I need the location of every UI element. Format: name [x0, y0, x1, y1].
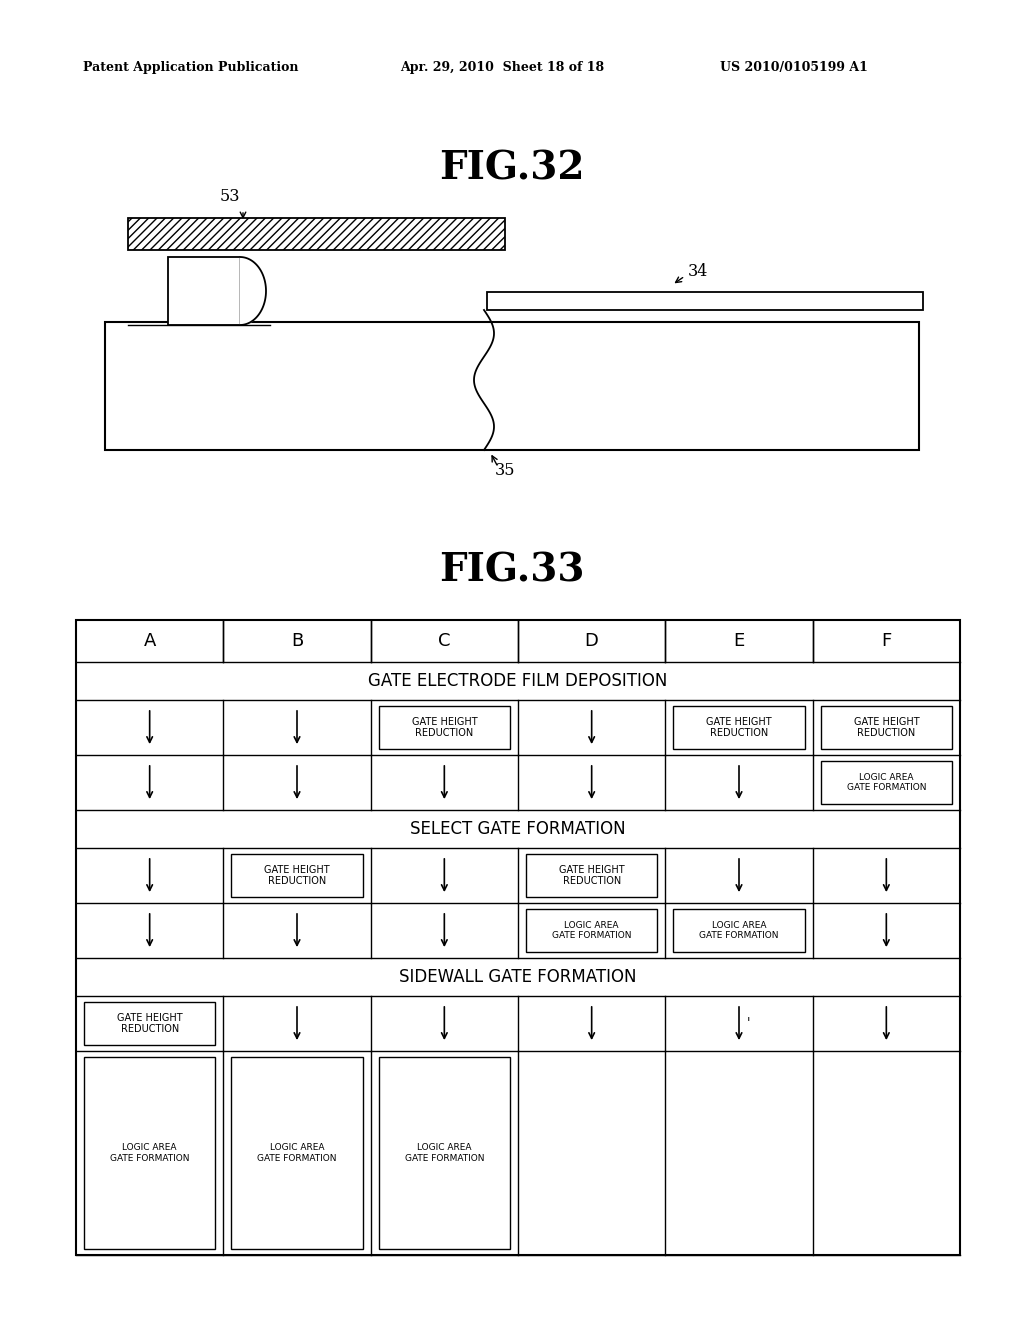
Text: F: F — [882, 632, 892, 649]
Text: FIG.33: FIG.33 — [439, 550, 585, 589]
Text: Patent Application Publication: Patent Application Publication — [83, 62, 299, 74]
Bar — [487, 292, 923, 310]
Bar — [105, 322, 919, 450]
Text: GATE HEIGHT
REDUCTION: GATE HEIGHT REDUCTION — [707, 717, 772, 738]
Text: LOGIC AREA
GATE FORMATION: LOGIC AREA GATE FORMATION — [847, 772, 926, 792]
Text: LOGIC AREA
GATE FORMATION: LOGIC AREA GATE FORMATION — [699, 921, 778, 940]
Bar — [128, 218, 505, 249]
Bar — [84, 1057, 215, 1249]
Text: C: C — [438, 632, 451, 649]
Bar — [674, 909, 805, 952]
Bar — [231, 854, 362, 898]
Bar — [820, 762, 952, 804]
Text: 53: 53 — [220, 187, 241, 205]
Text: 35: 35 — [495, 462, 515, 479]
Text: ': ' — [746, 1016, 751, 1030]
Bar — [674, 706, 805, 748]
Bar — [379, 1057, 510, 1249]
Text: LOGIC AREA
GATE FORMATION: LOGIC AREA GATE FORMATION — [257, 1143, 337, 1163]
Text: US 2010/0105199 A1: US 2010/0105199 A1 — [720, 62, 868, 74]
Text: 34: 34 — [688, 264, 709, 281]
Text: GATE HEIGHT
REDUCTION: GATE HEIGHT REDUCTION — [264, 865, 330, 886]
Bar — [231, 1057, 362, 1249]
Text: SELECT GATE FORMATION: SELECT GATE FORMATION — [411, 820, 626, 838]
Text: GATE HEIGHT
REDUCTION: GATE HEIGHT REDUCTION — [854, 717, 920, 738]
Text: GATE HEIGHT
REDUCTION: GATE HEIGHT REDUCTION — [559, 865, 625, 886]
Text: E: E — [733, 632, 744, 649]
Text: Apr. 29, 2010  Sheet 18 of 18: Apr. 29, 2010 Sheet 18 of 18 — [400, 62, 604, 74]
Bar — [168, 257, 240, 325]
Text: GATE HEIGHT
REDUCTION: GATE HEIGHT REDUCTION — [117, 1012, 182, 1035]
Polygon shape — [240, 257, 266, 325]
Text: FIG.32: FIG.32 — [439, 149, 585, 187]
Text: LOGIC AREA
GATE FORMATION: LOGIC AREA GATE FORMATION — [404, 1143, 484, 1163]
Text: LOGIC AREA
GATE FORMATION: LOGIC AREA GATE FORMATION — [110, 1143, 189, 1163]
Text: GATE ELECTRODE FILM DEPOSITION: GATE ELECTRODE FILM DEPOSITION — [369, 672, 668, 690]
Bar — [526, 909, 657, 952]
Bar — [526, 854, 657, 898]
Text: SIDEWALL GATE FORMATION: SIDEWALL GATE FORMATION — [399, 968, 637, 986]
Text: GATE HEIGHT
REDUCTION: GATE HEIGHT REDUCTION — [412, 717, 477, 738]
Text: B: B — [291, 632, 303, 649]
Bar — [76, 620, 961, 1255]
Text: LOGIC AREA
GATE FORMATION: LOGIC AREA GATE FORMATION — [552, 921, 632, 940]
Bar — [820, 706, 952, 748]
Text: D: D — [585, 632, 599, 649]
Text: A: A — [143, 632, 156, 649]
Bar — [84, 1002, 215, 1045]
Bar — [379, 706, 510, 748]
